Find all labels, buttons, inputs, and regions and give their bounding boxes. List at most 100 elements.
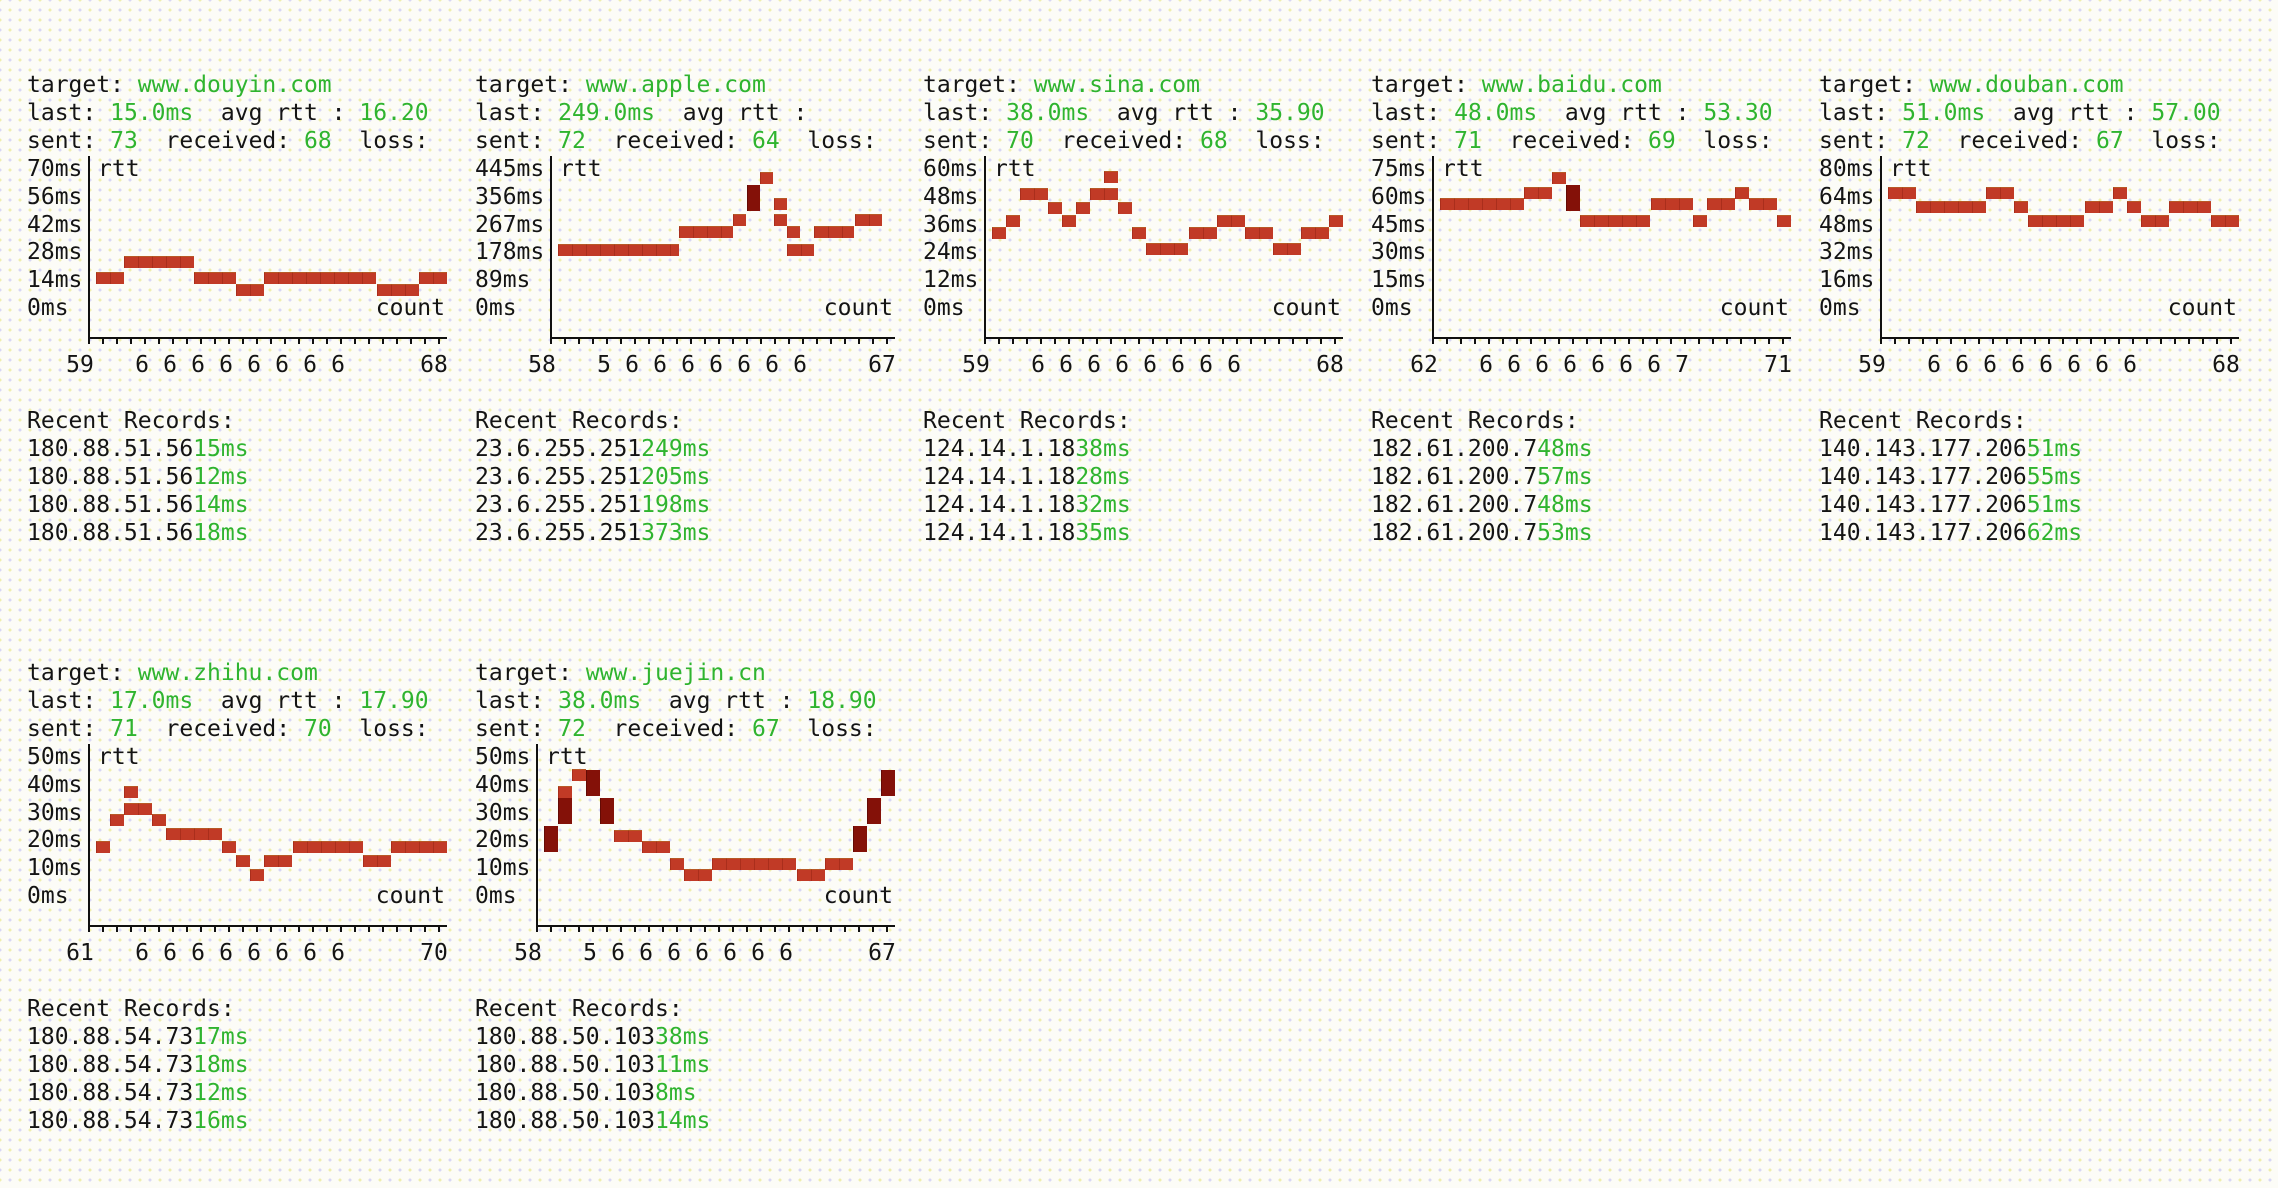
record-ip: 180.88.51.56 xyxy=(27,436,194,462)
record-row: 180.88.54.7318ms xyxy=(27,1051,249,1079)
target-line: target: www.douyin.com xyxy=(27,71,475,99)
y-axis-tick-label: 12ms xyxy=(923,267,979,293)
recent-records-title: Recent Records: xyxy=(1371,408,1579,434)
rtt-data-block xyxy=(774,214,787,226)
target-line: target: www.douban.com xyxy=(1819,71,2267,99)
recent-records-title: Recent Records: xyxy=(1819,408,2027,434)
target-url: www.douban.com xyxy=(1929,72,2124,98)
x-axis-tick-label: 6 xyxy=(639,940,653,966)
x-axis-tick-label: 6 xyxy=(1619,352,1633,378)
recent-records-title: Recent Records: xyxy=(475,408,683,434)
record-rtt: 57ms xyxy=(1537,464,1593,490)
sent-value: 71 xyxy=(110,716,138,742)
x-axis-tick-label: 6 xyxy=(247,352,261,378)
gap xyxy=(780,716,808,742)
record-rtt: 12ms xyxy=(193,464,249,490)
rtt-data-block xyxy=(1986,187,2014,199)
y-axis-tick-label: 0ms xyxy=(1371,295,1413,321)
x-axis-tick-label: 6 xyxy=(275,940,289,966)
recent-records-title: Recent Records: xyxy=(475,996,683,1022)
gap xyxy=(138,716,166,742)
target-url: www.baidu.com xyxy=(1481,72,1662,98)
rtt-data-block xyxy=(124,803,152,815)
target-line: target: www.sina.com xyxy=(923,71,1371,99)
rtt-data-block xyxy=(110,814,124,826)
record-rtt: 249ms xyxy=(641,436,711,462)
x-axis-tick-label: 6 xyxy=(219,352,233,378)
y-axis-line xyxy=(88,744,90,926)
record-ip: 182.61.200.7 xyxy=(1371,520,1538,546)
rtt-axis-label: rtt xyxy=(546,744,588,770)
rtt-data-block xyxy=(558,244,679,256)
avg-rtt-label: avg rtt : xyxy=(220,100,360,126)
y-axis-tick-label: 36ms xyxy=(923,212,979,238)
x-axis-tick-label: 70 xyxy=(420,940,448,966)
rtt-data-block xyxy=(124,786,138,798)
recent-records: Recent Records: 23.6.255.251249ms 23.6.255… xyxy=(475,407,710,547)
record-ip: 182.61.200.7 xyxy=(1371,436,1538,462)
target-url: www.sina.com xyxy=(1033,72,1200,98)
rtt-data-block xyxy=(1916,201,1986,213)
y-axis-tick-label: 267ms xyxy=(475,212,545,238)
x-axis-tick-label: 6 xyxy=(1983,352,1997,378)
loss-label: loss: xyxy=(359,128,429,154)
record-row: 124.14.1.1835ms xyxy=(923,519,1131,547)
rtt-data-block xyxy=(684,869,712,881)
record-rtt: 18ms xyxy=(193,1052,249,1078)
y-axis-tick-label: 0ms xyxy=(475,295,517,321)
x-axis-tick-label: 6 xyxy=(653,352,667,378)
y-axis-tick-label: 178ms xyxy=(475,239,545,265)
last-value: 38.0ms xyxy=(558,688,642,714)
rtt-data-block xyxy=(881,770,895,796)
y-axis-tick-label: 30ms xyxy=(1371,239,1427,265)
target-label: target: xyxy=(475,660,586,686)
record-rtt: 18ms xyxy=(193,520,249,546)
record-ip: 180.88.54.73 xyxy=(27,1080,194,1106)
gap xyxy=(1228,128,1256,154)
y-axis-tick-label: 32ms xyxy=(1819,239,1875,265)
record-row: 140.143.177.20651ms xyxy=(1819,435,2082,463)
last-avg-line: last: 249.0ms avg rtt : xyxy=(475,99,923,127)
recent-records: Recent Records: 180.88.54.7317ms 180.88.54… xyxy=(27,995,249,1135)
x-axis-tick-label: 6 xyxy=(751,940,765,966)
record-ip: 180.88.54.73 xyxy=(27,1024,194,1050)
rtt-data-block xyxy=(992,227,1006,239)
record-row: 140.143.177.20662ms xyxy=(1819,519,2082,547)
x-axis-tick-label: 6 xyxy=(191,352,205,378)
rtt-data-block xyxy=(586,770,600,796)
ping-panel: target: www.juejin.cn last: 38.0ms avg rt… xyxy=(475,659,923,1145)
received-label: received: xyxy=(613,128,752,154)
x-axis-ticks xyxy=(88,927,447,932)
record-row: 180.88.50.10338ms xyxy=(475,1023,710,1051)
rtt-data-block xyxy=(855,214,882,226)
received-label: received: xyxy=(1061,128,1200,154)
y-axis-tick-label: 70ms xyxy=(27,156,83,182)
rtt-data-block xyxy=(712,858,796,870)
record-ip: 180.88.50.103 xyxy=(475,1052,656,1078)
received-value: 69 xyxy=(1647,128,1676,154)
record-rtt: 38ms xyxy=(655,1024,711,1050)
x-axis-tick-label: 61 xyxy=(66,940,94,966)
rtt-data-block xyxy=(1651,198,1693,210)
x-axis-tick-label: 6 xyxy=(1535,352,1549,378)
record-rtt: 198ms xyxy=(641,492,711,518)
rtt-data-block xyxy=(1118,202,1132,214)
rtt-data-block xyxy=(797,869,825,881)
received-value: 70 xyxy=(303,716,332,742)
x-axis-tick-label: 59 xyxy=(962,352,990,378)
rtt-data-block xyxy=(264,855,292,867)
target-line: target: www.juejin.cn xyxy=(475,659,923,687)
rtt-data-block xyxy=(774,198,787,210)
record-row: 180.88.51.5615ms xyxy=(27,435,249,463)
received-label: received: xyxy=(613,716,752,742)
last-label: last: xyxy=(923,100,1007,126)
rtt-data-block xyxy=(2169,201,2211,213)
record-rtt: 8ms xyxy=(655,1080,697,1106)
last-avg-line: last: 48.0ms avg rtt : 53.30 xyxy=(1371,99,1819,127)
rtt-data-block xyxy=(1301,227,1329,239)
rtt-data-block xyxy=(572,769,586,781)
ping-panel: target: www.douban.com last: 51.0ms avg r… xyxy=(1819,71,2267,557)
record-row: 182.61.200.748ms xyxy=(1371,491,1593,519)
rtt-data-block xyxy=(787,244,814,256)
